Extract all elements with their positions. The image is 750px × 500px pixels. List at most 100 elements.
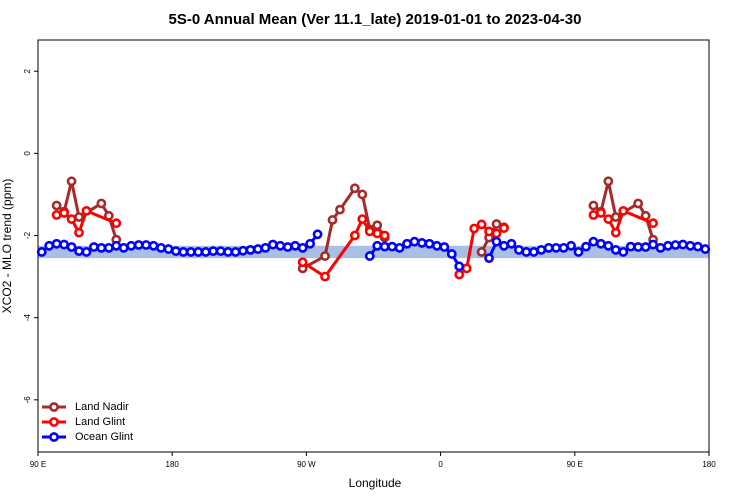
- y-tick-label: 0: [23, 151, 32, 156]
- point: [491, 219, 502, 229]
- point: [618, 205, 629, 216]
- point: [417, 238, 427, 248]
- point: [394, 242, 405, 253]
- point: [387, 241, 398, 252]
- point: [44, 240, 55, 251]
- point: [111, 218, 122, 229]
- point: [230, 247, 241, 257]
- point: [111, 240, 122, 251]
- point: [603, 176, 614, 187]
- point: [66, 242, 77, 252]
- point: [141, 240, 152, 250]
- point: [595, 208, 606, 218]
- point: [543, 242, 554, 253]
- point: [312, 229, 323, 240]
- point: [491, 228, 502, 239]
- point: [208, 246, 219, 257]
- point: [96, 242, 107, 253]
- point: [439, 242, 450, 252]
- point: [163, 244, 174, 254]
- point: [215, 246, 226, 257]
- point: [245, 245, 256, 255]
- point: [133, 240, 144, 250]
- point: [588, 200, 599, 211]
- point: [357, 214, 368, 224]
- point: [409, 236, 420, 247]
- point: [528, 247, 539, 257]
- point: [148, 240, 159, 251]
- point: [603, 240, 614, 251]
- point: [74, 246, 84, 257]
- x-tick-label: 90 E: [30, 460, 46, 469]
- point: [573, 247, 584, 257]
- point: [335, 204, 345, 215]
- legend-label: Ocean Glint: [75, 431, 133, 443]
- point: [610, 245, 621, 255]
- point: [66, 214, 77, 224]
- point: [431, 240, 442, 251]
- point: [74, 212, 84, 222]
- legend-label: Land Nadir: [75, 401, 129, 413]
- point: [499, 223, 509, 234]
- point: [372, 220, 383, 231]
- point: [491, 236, 502, 247]
- point: [610, 227, 621, 238]
- point: [454, 269, 465, 280]
- point: [320, 271, 330, 282]
- point: [655, 242, 666, 253]
- point: [320, 251, 330, 261]
- point: [253, 244, 263, 254]
- point: [185, 247, 196, 257]
- point: [476, 247, 487, 257]
- point: [267, 239, 278, 250]
- point: [476, 219, 487, 230]
- x-tick-label: 0: [438, 460, 443, 469]
- point: [282, 242, 293, 252]
- y-axis-label: XCO2 - MLO trend (ppm): [0, 179, 14, 314]
- point: [193, 247, 204, 257]
- point: [506, 238, 517, 249]
- x-tick-label: 90 W: [297, 460, 316, 469]
- point: [499, 240, 509, 251]
- point: [633, 242, 644, 252]
- point: [379, 230, 390, 241]
- point: [700, 244, 711, 254]
- point: [685, 240, 696, 251]
- point: [126, 240, 137, 251]
- point: [692, 241, 703, 252]
- point: [454, 261, 465, 272]
- point: [446, 249, 457, 259]
- point: [51, 200, 62, 211]
- x-tick-label: 180: [702, 460, 716, 469]
- legend-marker: [49, 417, 59, 427]
- point: [513, 245, 524, 255]
- point: [81, 247, 92, 257]
- point: [372, 228, 383, 239]
- point: [89, 242, 99, 252]
- x-tick-label: 90 E: [567, 460, 583, 469]
- point: [648, 218, 658, 229]
- y-tick-label: 2: [23, 68, 32, 73]
- point: [349, 183, 360, 194]
- point: [59, 239, 69, 250]
- point: [223, 247, 234, 257]
- legend-label: Land Glint: [75, 416, 125, 428]
- point: [558, 242, 569, 253]
- legend-marker: [49, 432, 59, 442]
- point: [588, 236, 599, 247]
- point: [118, 242, 129, 253]
- point: [178, 247, 189, 257]
- point: [633, 198, 644, 209]
- x-tick-label: 180: [166, 460, 180, 469]
- y-tick-label: -2: [23, 231, 32, 239]
- point: [551, 242, 562, 253]
- point: [461, 263, 472, 274]
- point: [156, 242, 166, 253]
- point: [678, 239, 688, 250]
- x-axis-label: Longitude: [349, 476, 402, 490]
- point: [648, 239, 658, 250]
- point: [521, 247, 532, 257]
- point: [171, 246, 181, 257]
- point: [327, 215, 338, 225]
- point: [402, 238, 412, 249]
